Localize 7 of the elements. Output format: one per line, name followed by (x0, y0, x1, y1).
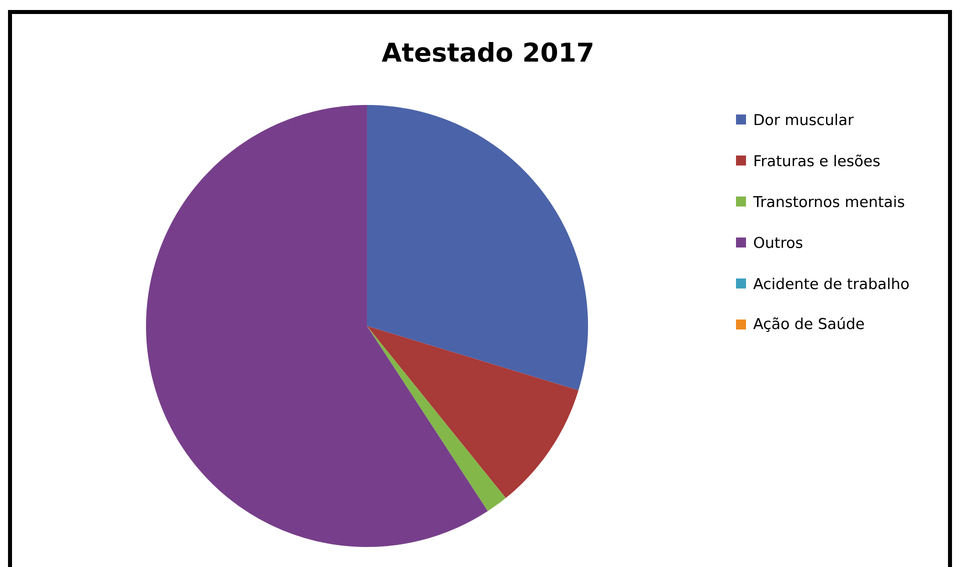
legend-label: Ação de Saúde (753, 317, 864, 332)
chart-title: Atestado 2017 (382, 42, 592, 62)
legend-label: Transtornos mentais (753, 196, 904, 208)
legend-label: Outros (754, 236, 802, 248)
legend-label: Acidente de trabalho (753, 278, 909, 290)
legend-label: Fraturas e lesões (754, 154, 880, 166)
legend-label: Dor muscular (754, 114, 854, 126)
